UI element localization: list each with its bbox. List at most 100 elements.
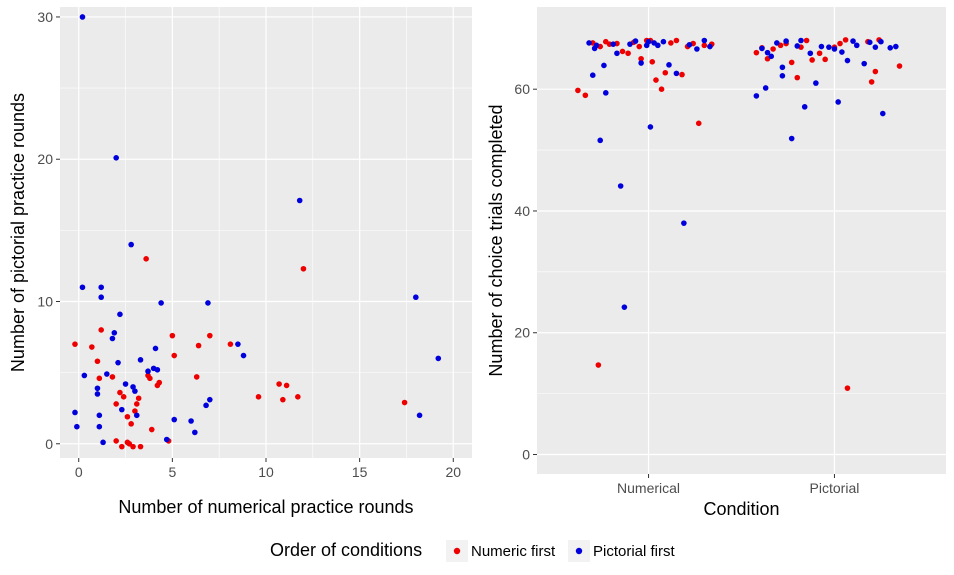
data-point-pictorial-first [655,42,661,49]
data-point-pictorial-first [119,406,125,413]
data-point-pictorial-first [296,197,303,204]
data-point-pictorial-first [115,359,121,366]
data-point-numeric-first [156,379,163,386]
data-point-numeric-first [169,332,176,339]
data-point-pictorial-first [762,85,769,91]
data-point-numeric-first [788,59,795,66]
data-point-numeric-first [872,68,879,75]
data-point-pictorial-first [872,44,879,50]
data-point-numeric-first [753,49,760,56]
data-point-numeric-first [695,120,702,127]
data-point-pictorial-first [152,345,159,352]
data-point-numeric-first [135,395,142,402]
data-point-pictorial-first [591,45,598,52]
data-point-pictorial-first [798,37,804,44]
data-point-numeric-first [117,389,123,396]
data-point-pictorial-first [783,38,789,44]
tick-label-y: 20 [514,325,530,341]
tick-label-x: 20 [445,464,461,480]
data-point-pictorial-first [435,355,442,362]
data-point-pictorial-first [171,416,178,423]
data-point-pictorial-first [98,284,104,291]
tick-label-x: 0 [75,464,83,480]
data-point-numeric-first [113,401,119,407]
data-point-numeric-first [822,56,828,63]
tick-label-y: 0 [522,447,530,463]
data-point-numeric-first [636,43,643,50]
data-point-numeric-first [98,327,104,333]
data-point-numeric-first [128,421,134,427]
data-point-numeric-first [649,58,656,65]
tick-label-y: 10 [37,294,53,310]
data-point-numeric-first [255,394,262,400]
data-point-numeric-first [625,50,631,57]
data-point-numeric-first [132,408,138,414]
tick-label-x: Pictorial [810,480,860,496]
data-point-pictorial-first [109,335,116,342]
data-point-numeric-first [896,63,903,69]
data-point-pictorial-first [137,357,144,363]
data-point-pictorial-first [621,304,628,310]
data-point-pictorial-first [79,14,86,20]
data-point-pictorial-first [788,135,795,142]
data-point-numeric-first [119,443,125,450]
data-point-numeric-first [803,37,810,44]
data-point-numeric-first [868,79,875,85]
data-point-pictorial-first [158,300,164,306]
data-point-pictorial-first [632,38,639,44]
data-point-pictorial-first [701,37,708,44]
data-point-pictorial-first [145,368,151,375]
data-point-numeric-first [143,256,149,262]
data-point-pictorial-first [686,41,693,48]
data-point-pictorial-first [104,371,110,377]
data-point-pictorial-first [235,341,241,347]
data-point-numeric-first [837,40,843,47]
data-point-pictorial-first [660,38,667,45]
data-point-numeric-first [842,37,849,43]
legend-label-pictorial-first: Pictorial first [593,543,676,560]
data-point-numeric-first [280,396,286,403]
data-point-pictorial-first [839,49,845,55]
data-point-pictorial-first [205,300,211,306]
tick-label-y: 60 [514,81,530,97]
data-point-pictorial-first [666,62,672,68]
data-point-numeric-first [133,401,140,407]
data-point-pictorial-first [647,124,654,130]
data-point-pictorial-first [645,38,652,45]
data-point-pictorial-first [893,43,899,50]
tick-label-y: 0 [45,436,53,452]
tick-label-y: 40 [514,203,530,219]
data-point-numeric-first [816,50,823,57]
data-point-numeric-first [295,394,301,400]
tick-label-x: 10 [258,464,274,480]
data-point-numeric-first [401,399,408,406]
data-point-pictorial-first [602,90,609,96]
data-point-pictorial-first [673,70,680,77]
data-point-numeric-first [658,86,665,92]
tick-label-y: 20 [37,151,53,167]
data-point-pictorial-first [835,99,841,105]
data-point-pictorial-first [192,429,198,436]
data-point-pictorial-first [72,409,78,416]
data-point-pictorial-first [122,381,129,387]
data-point-numeric-first [207,332,213,339]
data-point-pictorial-first [617,183,624,189]
data-point-pictorial-first [100,439,106,446]
legend-marker-numeric-first [453,547,461,555]
data-point-pictorial-first [94,391,101,397]
data-point-pictorial-first [861,60,867,67]
data-point-numeric-first [193,374,200,380]
data-point-pictorial-first [638,60,644,66]
data-point-pictorial-first [818,43,825,50]
data-point-numeric-first [283,382,290,389]
data-point-numeric-first [96,375,103,382]
tick-label-x: 15 [352,464,368,480]
data-point-numeric-first [137,443,144,450]
data-point-pictorial-first [133,412,140,419]
data-point-pictorial-first [878,38,884,45]
data-point-pictorial-first [844,57,851,64]
legend-label-numeric-first: Numeric first [471,543,556,560]
data-point-pictorial-first [813,80,819,86]
data-point-numeric-first [195,342,202,349]
data-point-pictorial-first [96,423,103,430]
